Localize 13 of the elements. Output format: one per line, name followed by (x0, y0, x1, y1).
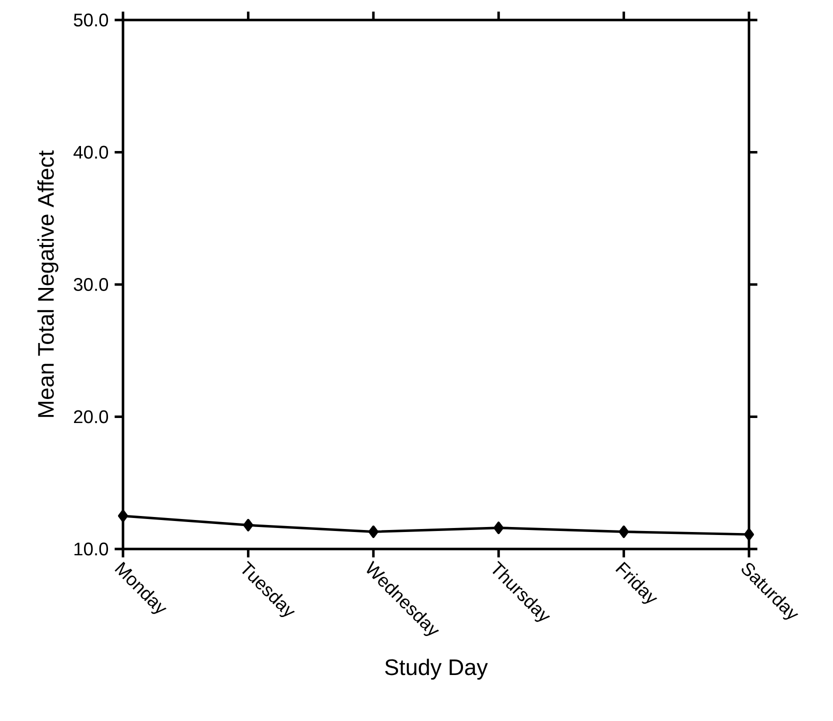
y-tick-label: 50.0 (74, 14, 108, 26)
point (494, 522, 504, 534)
y-tick-label: 10.0 (74, 542, 108, 556)
point (618, 526, 629, 538)
point (744, 528, 754, 541)
point (243, 518, 254, 532)
y-axis-title: Mean Total Negative Affect (37, 150, 58, 417)
y-tick-label: 20.0 (74, 410, 108, 424)
y-tick-label: 40.0 (74, 146, 108, 159)
point (368, 526, 378, 538)
y-tick-label: 30.0 (74, 278, 108, 291)
point (118, 510, 128, 522)
x-axis-title: Study Day (385, 658, 488, 680)
